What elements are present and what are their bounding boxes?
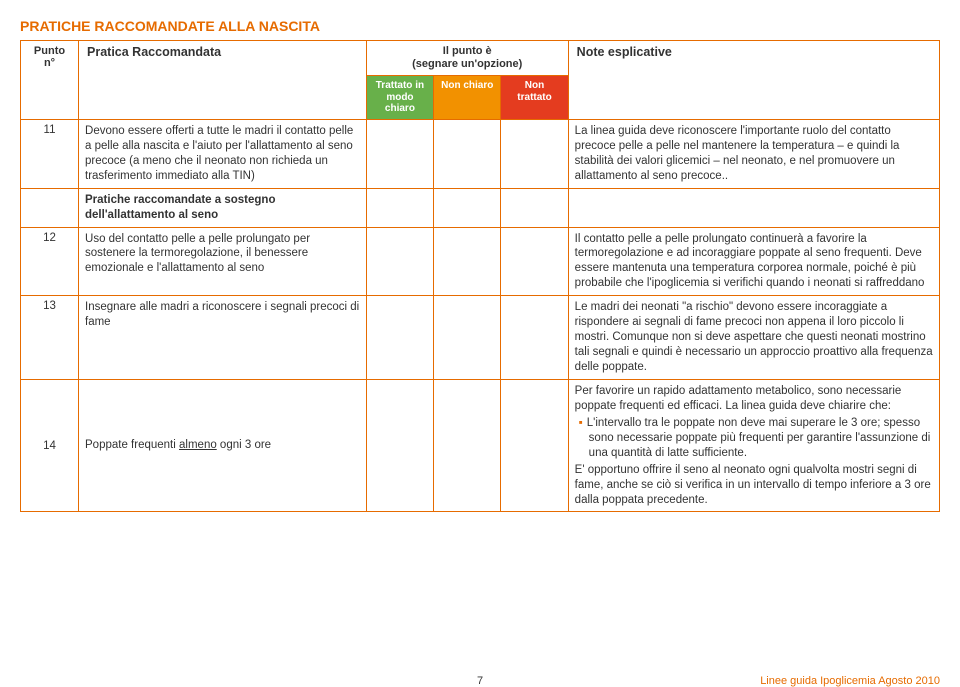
- page-number: 7: [477, 675, 483, 687]
- row-number: 13: [21, 296, 79, 380]
- header-opt-trattato-chiaro: Trattato in modo chiaro: [366, 76, 433, 120]
- practice-text-underline: almeno: [179, 439, 217, 451]
- doc-title: PRATICHE RACCOMANDATE ALLA NASCITA: [20, 18, 940, 34]
- row-number: 12: [21, 227, 79, 296]
- note-text: Per favorire un rapido adattamento metab…: [568, 379, 939, 512]
- practice-text: Uso del contatto pelle a pelle prolungat…: [79, 227, 367, 296]
- header-note: Note esplicative: [568, 41, 939, 120]
- note-bullet: L'intervallo tra le poppate non deve mai…: [587, 417, 931, 459]
- row-number: 11: [21, 119, 79, 188]
- row-number: [21, 188, 79, 227]
- cell-opt-red[interactable]: [501, 296, 568, 380]
- header-options-group: Il punto è(segnare un'opzione): [366, 41, 568, 76]
- note-text: Le madri dei neonati "a rischio" devono …: [568, 296, 939, 380]
- cell-opt-orange[interactable]: [434, 379, 501, 512]
- table-row: 11 Devono essere offerti a tutte le madr…: [21, 119, 940, 188]
- cell-opt-green[interactable]: [366, 296, 433, 380]
- practice-text-pre: Poppate frequenti: [85, 439, 179, 451]
- note-intro: Per favorire un rapido adattamento metab…: [575, 384, 933, 414]
- cell-opt-red[interactable]: [501, 188, 568, 227]
- row-number: 14: [21, 379, 79, 512]
- practice-text: Poppate frequenti almeno ogni 3 ore: [79, 379, 367, 512]
- cell-opt-green[interactable]: [366, 188, 433, 227]
- section-heading: Pratiche raccomandate a sostegno dell'al…: [79, 188, 367, 227]
- practice-text: Devono essere offerti a tutte le madri i…: [79, 119, 367, 188]
- cell-opt-red[interactable]: [501, 379, 568, 512]
- practice-text: Insegnare alle madri a riconoscere i seg…: [79, 296, 367, 380]
- header-punto: Punto n°: [21, 41, 79, 120]
- section-row: Pratiche raccomandate a sostegno dell'al…: [21, 188, 940, 227]
- note-end: E' opportuno offrire il seno al neonato …: [575, 463, 933, 508]
- cell-opt-orange[interactable]: [434, 296, 501, 380]
- cell-opt-orange[interactable]: [434, 227, 501, 296]
- cell-opt-orange[interactable]: [434, 188, 501, 227]
- cell-opt-red[interactable]: [501, 227, 568, 296]
- bullet-icon: ▪: [579, 417, 587, 429]
- cell-opt-green[interactable]: [366, 379, 433, 512]
- table-row: 13 Insegnare alle madri a riconoscere i …: [21, 296, 940, 380]
- table-row: 12 Uso del contatto pelle a pelle prolun…: [21, 227, 940, 296]
- cell-opt-orange[interactable]: [434, 119, 501, 188]
- footer-text: Linee guida Ipoglicemia Agosto 2010: [760, 675, 940, 687]
- note-text: Il contatto pelle a pelle prolungato con…: [568, 227, 939, 296]
- note-text: La linea guida deve riconoscere l'import…: [568, 119, 939, 188]
- practice-text-post: ogni 3 ore: [217, 439, 271, 451]
- header-pratica: Pratica Raccomandata: [79, 41, 367, 120]
- table-row: 14 Poppate frequenti almeno ogni 3 ore P…: [21, 379, 940, 512]
- header-opt-non-chiaro: Non chiaro: [434, 76, 501, 120]
- note-text: [568, 188, 939, 227]
- cell-opt-green[interactable]: [366, 227, 433, 296]
- cell-opt-red[interactable]: [501, 119, 568, 188]
- practices-table: Punto n° Pratica Raccomandata Il punto è…: [20, 40, 940, 512]
- cell-opt-green[interactable]: [366, 119, 433, 188]
- header-opt-non-trattato: Non trattato: [501, 76, 568, 120]
